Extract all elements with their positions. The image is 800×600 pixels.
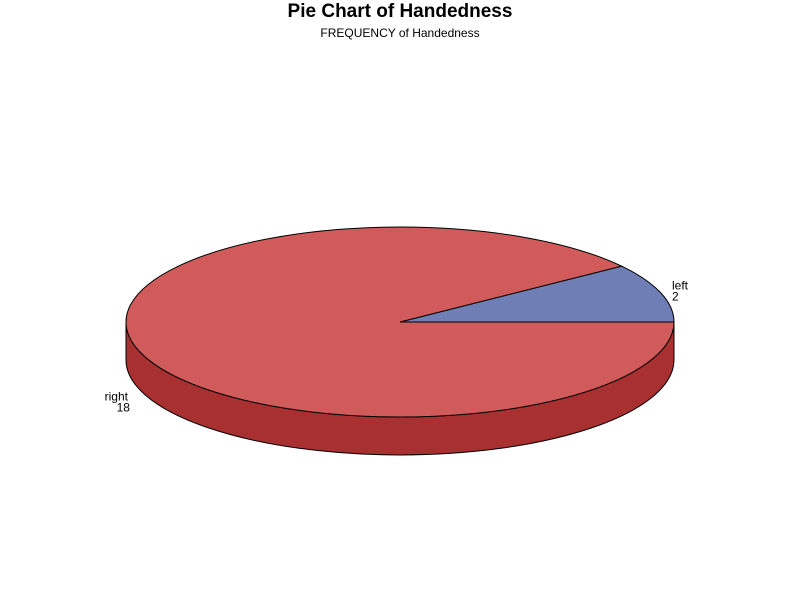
slice-label-value: 2 [672,290,679,304]
slice-label-value: 18 [117,400,131,414]
pie-group: left 2 right 18 [105,226,689,456]
chart-subtitle: FREQUENCY of Handedness [320,26,479,40]
slice-label-right: right 18 [105,389,131,414]
chart-title: Pie Chart of Handedness [288,1,513,22]
pie-slice-right [125,226,675,418]
slice-label-left: left 2 [672,279,689,304]
slice-label-category: right [105,389,129,403]
pie-slice-left [399,265,675,323]
slice-label-category: left [672,279,689,293]
